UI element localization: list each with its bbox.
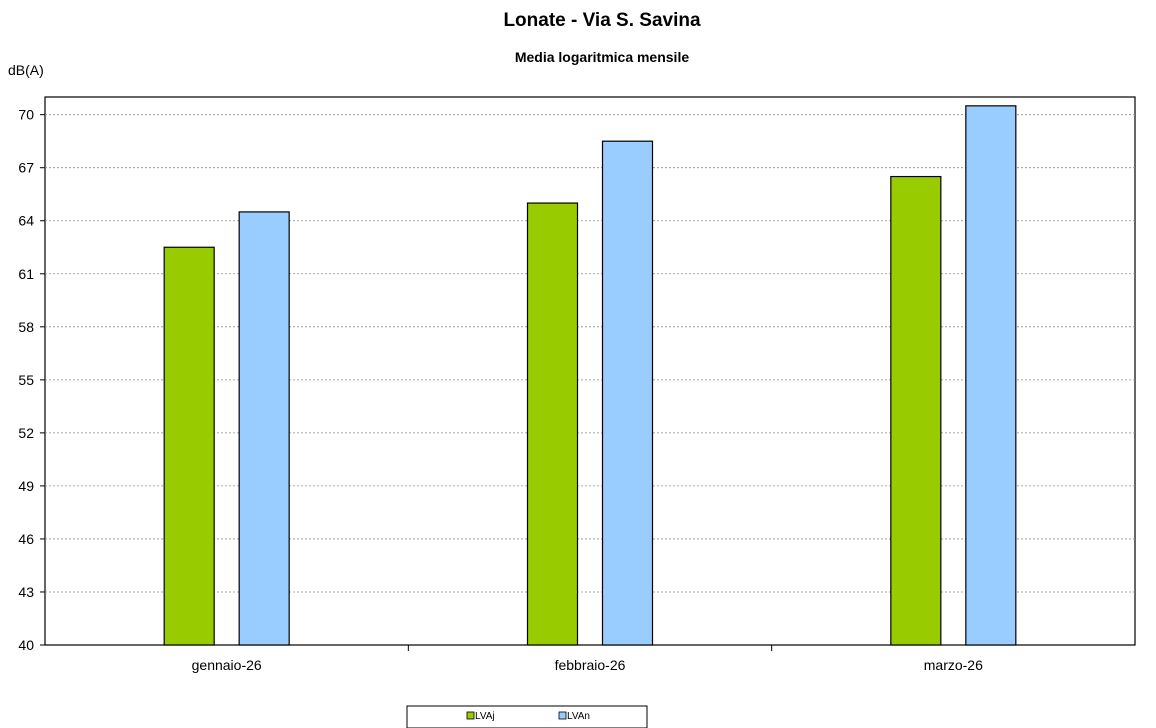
legend-label-lvan: LVAn [567,711,590,722]
y-tick-label: 55 [18,372,34,388]
legend-swatch-lvan [558,711,567,720]
y-tick-label: 70 [18,107,34,123]
y-tick-label: 64 [18,213,34,229]
y-tick-label: 58 [18,319,34,335]
bar-lvaj-gennaio-26 [163,246,215,646]
chart-title: Lonate - Via S. Savina [503,10,701,31]
bar-lvan-febbraio-26 [601,140,654,646]
x-tick-label: gennaio-26 [192,657,262,673]
legend-box [406,705,648,728]
plot-area [44,96,1136,646]
chart-subtitle: Media logaritmica mensile [515,49,689,65]
bars [163,105,1017,646]
y-tick-label: 49 [18,478,34,494]
y-axis-label: dB(A) [8,62,44,78]
bar-lvaj-febbraio-26 [526,202,579,646]
bar-lvan-gennaio-26 [238,211,290,646]
y-tick-label: 43 [18,584,34,600]
bar-lvan-marzo-26 [965,105,1017,646]
y-tick-label: 40 [18,637,34,653]
legend-label-lvaj: LVAj [475,711,495,722]
legend-swatch-lvaj [466,711,475,720]
x-tick-label: marzo-26 [924,657,983,673]
y-tick-label: 52 [18,425,34,441]
gridlines [45,114,1135,593]
legend: LVAj LVAn [406,705,648,728]
bar-lvaj-marzo-26 [890,175,942,646]
axes: 40 43 46 49 52 55 58 61 64 67 70 gennaio-26 febbraio… [18,107,983,673]
y-tick-label: 67 [18,160,34,176]
y-tick-label: 61 [18,266,34,282]
x-tick-label: febbraio-26 [555,657,626,673]
y-tick-label: 46 [18,531,34,547]
